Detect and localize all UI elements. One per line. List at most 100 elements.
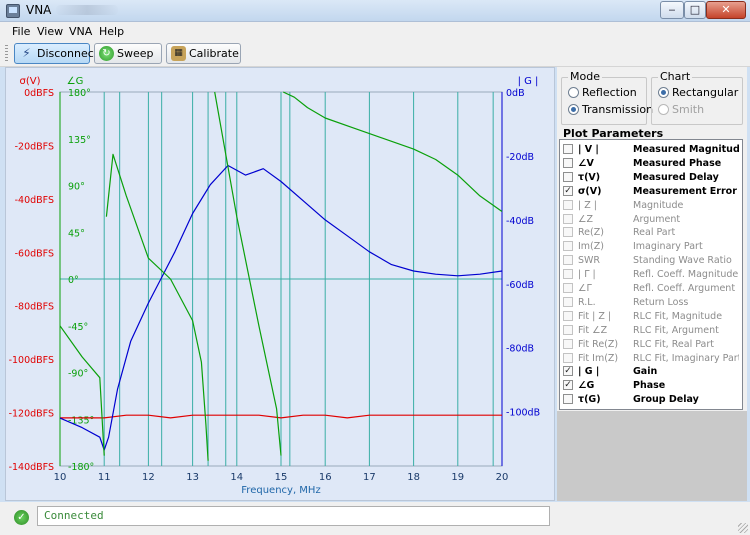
plot-param-row[interactable]: ∠Z Argument <box>563 213 741 227</box>
checked-checkbox[interactable]: ✓ <box>563 185 573 196</box>
plot-param-label: Group Delay <box>633 394 699 406</box>
plot-param-label: Gain <box>633 366 658 378</box>
plot-parameters-list[interactable]: | V | Measured Magnitude ∠V Measured Phase τ… <box>559 139 743 410</box>
checkbox[interactable] <box>563 338 573 349</box>
phase-tick-label: -180° <box>68 462 94 473</box>
mode-option-1[interactable]: Transmission <box>568 103 653 116</box>
checkbox[interactable] <box>563 157 573 168</box>
radio-dot <box>658 87 669 98</box>
checkbox[interactable] <box>563 144 573 154</box>
plot-param-row[interactable]: ✓ σ(V) Measurement Error <box>563 185 741 199</box>
checkbox[interactable] <box>563 255 573 266</box>
plot-param-row[interactable]: | V | Measured Magnitude <box>563 143 741 157</box>
plot-param-row[interactable]: | Γ | Refl. Coeff. Magnitude <box>563 268 741 282</box>
plot-param-label: Phase <box>633 380 666 392</box>
plot-param-row[interactable]: | Z | Magnitude <box>563 199 741 213</box>
checkbox[interactable] <box>563 199 573 210</box>
menu-view[interactable]: View <box>37 25 64 38</box>
disconnect-button[interactable]: ⚡ Disconnect <box>14 43 98 64</box>
sweep-icon: ↻ <box>99 46 114 61</box>
checkbox[interactable] <box>563 269 573 280</box>
x-axis-label: Frequency, MHz <box>241 485 320 496</box>
sigma-axis-label: σ(V) <box>20 76 41 87</box>
menu-file[interactable]: File <box>12 25 31 38</box>
plot-param-row[interactable]: R.L. Return Loss <box>563 296 741 310</box>
menu-vna[interactable]: VNA <box>69 25 93 38</box>
plot-param-row[interactable]: Fit | Z | RLC Fit, Magnitude <box>563 310 741 324</box>
series-line-phase <box>214 91 282 456</box>
phase-tick-label: -135° <box>68 415 94 426</box>
status-bar: ✓ Connected <box>0 502 750 535</box>
blurred-title-text <box>56 5 118 15</box>
plot-param-label: Magnitude <box>633 199 684 211</box>
phase-tick-label: 0° <box>68 275 79 286</box>
sigma-tick-label: 0dBFS <box>24 88 54 99</box>
plot-param-symbol: Fit Re(Z) <box>578 338 619 350</box>
close-button[interactable]: ✕ <box>706 1 746 19</box>
chart-option-0[interactable]: Rectangular <box>658 86 738 99</box>
chart-type-group: Chart Rectangular Smith <box>651 70 743 125</box>
checked-checkbox[interactable]: ✓ <box>563 366 573 377</box>
plot-param-row[interactable]: τ(V) Measured Delay <box>563 171 741 185</box>
plot-param-label: Measured Phase <box>633 157 722 169</box>
chart-option-1[interactable]: Smith <box>658 103 704 116</box>
vna-chart[interactable]: 10 11 12 13 14 15 16 17 18 19 20 Frequency, MHz 0dBF… <box>6 68 556 502</box>
checkbox[interactable] <box>563 394 573 405</box>
disconnect-label: Disconnect <box>37 47 99 60</box>
gain-tick-label: 0dB <box>506 88 525 99</box>
plot-param-row[interactable]: τ(G) Group Delay <box>563 393 741 407</box>
plot-param-symbol: | V | <box>578 144 599 155</box>
plot-param-row[interactable]: Re(Z) Real Part <box>563 226 741 240</box>
x-tick-label: 19 <box>451 472 464 483</box>
maximize-button[interactable]: □ <box>684 1 706 19</box>
toolbar: ⚡ Disconnect ↻ Sweep ▦ Calibrate <box>0 40 750 67</box>
radio-dot <box>568 87 579 98</box>
plot-param-row[interactable]: ✓ ∠G Phase <box>563 379 741 393</box>
gain-tick-label: -40dB <box>506 216 534 227</box>
series-line-gain <box>59 164 503 451</box>
plot-param-row[interactable]: SWR Standing Wave Ratio <box>563 254 741 268</box>
chart-option-label: Smith <box>672 103 705 116</box>
plot-param-row[interactable]: ∠Γ Refl. Coeff. Argument <box>563 282 741 296</box>
checkbox[interactable] <box>563 310 573 321</box>
checkbox[interactable] <box>563 296 573 307</box>
calibrate-label: Calibrate <box>189 47 239 60</box>
x-tick-label: 18 <box>407 472 420 483</box>
plot-param-symbol: ∠V <box>578 157 594 169</box>
sigma-tick-label: -40dBFS <box>15 195 54 206</box>
phase-tick-label: 45° <box>68 228 85 239</box>
checkbox[interactable] <box>563 283 573 293</box>
plot-param-symbol: τ(G) <box>578 394 601 406</box>
menu-help[interactable]: Help <box>99 25 125 38</box>
minimize-button[interactable]: ‒ <box>660 1 684 19</box>
radio-dot <box>568 104 579 115</box>
plot-param-row[interactable]: ✓ | G | Gain <box>563 365 741 379</box>
x-tick-label: 16 <box>319 472 332 483</box>
calibrate-button[interactable]: ▦ Calibrate <box>166 43 241 64</box>
toolbar-grip[interactable] <box>5 45 8 63</box>
phase-tick-label: 90° <box>68 182 85 193</box>
plot-param-row[interactable]: Fit ∠Z RLC Fit, Argument <box>563 324 741 338</box>
checkbox[interactable] <box>563 227 573 238</box>
checked-checkbox[interactable]: ✓ <box>563 380 573 391</box>
plot-param-symbol: Fit Im(Z) <box>578 352 619 364</box>
empty-panel-area <box>557 411 747 501</box>
x-tick-label: 15 <box>275 472 288 483</box>
checkbox[interactable] <box>563 352 573 363</box>
checkbox[interactable] <box>563 171 573 182</box>
sweep-button[interactable]: ↻ Sweep <box>94 43 162 64</box>
mode-option-0[interactable]: Reflection <box>568 86 637 99</box>
plot-param-label: Imaginary Part <box>633 241 703 253</box>
phase-tick-label: 180° <box>68 88 91 99</box>
checkbox[interactable] <box>563 241 573 252</box>
resize-grip-icon[interactable] <box>738 523 748 533</box>
plot-param-row[interactable]: Fit Im(Z) RLC Fit, Imaginary Part <box>563 352 741 366</box>
plot-param-row[interactable]: Fit Re(Z) RLC Fit, Real Part <box>563 338 741 352</box>
checkbox[interactable] <box>563 213 573 224</box>
title-bar: VNA ‒ □ ✕ <box>0 0 750 22</box>
plot-param-row[interactable]: Im(Z) Imaginary Part <box>563 240 741 254</box>
plot-param-row[interactable]: ∠V Measured Phase <box>563 157 741 171</box>
sigma-tick-label: -120dBFS <box>9 409 54 420</box>
checkbox[interactable] <box>563 324 573 335</box>
plot-param-label: Return Loss <box>633 296 689 308</box>
